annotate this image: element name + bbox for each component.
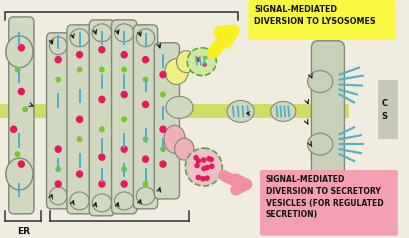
Circle shape [54, 180, 62, 188]
Circle shape [203, 56, 207, 60]
Circle shape [159, 160, 166, 168]
Circle shape [121, 67, 127, 73]
Ellipse shape [6, 36, 33, 68]
Circle shape [200, 176, 205, 182]
Circle shape [159, 125, 166, 133]
Circle shape [142, 77, 148, 83]
Circle shape [98, 96, 105, 103]
Circle shape [18, 88, 25, 95]
Circle shape [121, 166, 127, 172]
Circle shape [194, 163, 199, 168]
Ellipse shape [185, 148, 222, 186]
Ellipse shape [92, 194, 111, 212]
Circle shape [99, 67, 105, 73]
Circle shape [98, 153, 105, 161]
Bar [378, 79, 397, 139]
FancyBboxPatch shape [9, 17, 34, 214]
Ellipse shape [164, 125, 185, 153]
Circle shape [120, 180, 128, 188]
Circle shape [22, 106, 28, 112]
Ellipse shape [176, 51, 196, 73]
Circle shape [55, 166, 61, 172]
Circle shape [195, 158, 200, 164]
Circle shape [76, 116, 83, 123]
Circle shape [18, 44, 25, 51]
Bar [0, 104, 348, 118]
Circle shape [204, 165, 209, 170]
Circle shape [76, 67, 82, 73]
Circle shape [160, 91, 166, 98]
Circle shape [55, 77, 61, 83]
Ellipse shape [270, 101, 295, 121]
FancyBboxPatch shape [133, 25, 157, 209]
FancyBboxPatch shape [154, 43, 179, 199]
Ellipse shape [136, 187, 154, 205]
Circle shape [142, 101, 149, 108]
Ellipse shape [70, 29, 89, 47]
Circle shape [76, 170, 83, 178]
Ellipse shape [227, 100, 254, 122]
Circle shape [76, 136, 82, 142]
Circle shape [120, 145, 128, 153]
Circle shape [14, 67, 20, 73]
Circle shape [10, 125, 17, 133]
Circle shape [121, 116, 127, 122]
Circle shape [98, 180, 105, 188]
Circle shape [142, 155, 149, 163]
FancyBboxPatch shape [89, 20, 114, 216]
Circle shape [201, 166, 206, 171]
Ellipse shape [49, 187, 67, 205]
Circle shape [142, 181, 148, 187]
FancyBboxPatch shape [47, 33, 70, 209]
FancyBboxPatch shape [259, 170, 397, 236]
Circle shape [54, 56, 62, 64]
Circle shape [142, 136, 148, 142]
Circle shape [14, 151, 20, 157]
Text: ER: ER [17, 227, 30, 236]
FancyBboxPatch shape [248, 0, 395, 40]
Circle shape [195, 175, 200, 180]
Ellipse shape [136, 29, 154, 47]
Ellipse shape [114, 192, 134, 210]
Ellipse shape [114, 24, 134, 42]
Text: SIGNAL-MEDIATED
DIVERSION TO LYSOSOMES: SIGNAL-MEDIATED DIVERSION TO LYSOSOMES [254, 5, 375, 26]
Circle shape [120, 91, 128, 98]
Circle shape [208, 157, 213, 162]
FancyBboxPatch shape [111, 20, 137, 214]
Circle shape [209, 164, 214, 169]
Circle shape [200, 157, 206, 163]
Ellipse shape [166, 96, 193, 118]
Circle shape [193, 155, 198, 160]
Text: C
S: C S [380, 99, 387, 121]
Ellipse shape [187, 48, 216, 76]
Ellipse shape [49, 37, 67, 55]
FancyBboxPatch shape [67, 25, 92, 214]
Ellipse shape [307, 133, 332, 155]
Ellipse shape [174, 138, 193, 160]
Circle shape [18, 160, 25, 168]
Circle shape [159, 71, 166, 78]
Circle shape [76, 51, 83, 59]
Ellipse shape [92, 24, 111, 42]
Circle shape [160, 146, 166, 152]
Circle shape [202, 62, 206, 67]
Ellipse shape [307, 71, 332, 93]
Circle shape [195, 57, 200, 62]
Circle shape [120, 51, 128, 59]
Circle shape [206, 156, 211, 162]
Circle shape [98, 46, 105, 54]
Ellipse shape [6, 158, 33, 190]
Ellipse shape [164, 59, 188, 84]
Text: SIGNAL-MEDIATED
DIVERSION TO SECRETORY
VESICLES (FOR REGULATED
SECRETION): SIGNAL-MEDIATED DIVERSION TO SECRETORY V… [265, 175, 382, 219]
FancyBboxPatch shape [311, 41, 344, 199]
Circle shape [99, 126, 105, 132]
Circle shape [204, 175, 209, 181]
Circle shape [54, 145, 62, 153]
Circle shape [142, 56, 149, 64]
Ellipse shape [70, 192, 89, 210]
